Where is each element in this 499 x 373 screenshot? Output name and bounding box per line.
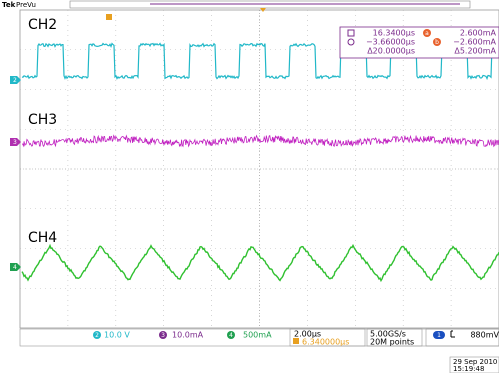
ch2-trace [21,42,499,81]
marker-text: 3 [13,139,17,146]
ch3-badge: 3 [161,332,165,339]
record-bar [69,0,471,9]
ch4-marker: 4 [10,263,21,271]
graticule [20,10,499,328]
trigger-box [425,328,499,347]
trigger-icon [293,338,299,344]
cursor-a: a [425,30,429,37]
ch3-scale: 10.0mA [172,331,204,340]
sample-rate: 5.00GS/s [370,330,406,339]
ch4-scale: 500mA [243,331,272,340]
ch2-badge: 2 [95,332,99,339]
ch3-label: CH3 [28,112,57,128]
ch3-trace [22,134,499,148]
ch4-badge: 4 [229,332,233,339]
ch2-marker: 2 [10,76,21,84]
ch4-badge-bg [227,331,235,339]
cursor-icon [347,29,355,37]
timebase-box [289,328,366,347]
cursor-b-badge [433,38,441,46]
cursor-t2: −3.66000µs [366,38,415,47]
mode: PreVu [16,1,36,9]
trigger-point [106,14,112,20]
ch4-trace [21,243,499,283]
ch2-label: CH2 [28,17,57,33]
ch3-marker: 3 [10,138,21,146]
cursor-di: Δ5.200mA [454,47,496,56]
trig-badge: 1 [437,332,441,339]
acq-box [366,328,423,347]
record-length: 20M points [370,338,414,347]
datetime-box [449,356,499,373]
ch4-label: CH4 [28,230,57,246]
status-bar: 2 10.0 V 3 10.0mA 4 500mA 2.00µs 6.34000… [19,328,499,347]
cursor-readout: 16.3400µs a 2.600mA −3.66000µs b −2.600m… [339,26,499,59]
date: 29 Sep 2010 [453,358,497,366]
cursor-t1: 16.3400µs [373,29,415,38]
cursor-a-badge [423,29,431,37]
cursor-b: b [435,39,439,46]
marker-text: 2 [13,77,17,84]
traces [21,42,499,283]
cursor-i1: 2.600mA [460,29,497,38]
trigger-level: 880mV [470,331,499,340]
brand: Tek [2,1,16,9]
cursor-i2: −2.600mA [453,38,496,47]
cursor-icon [347,38,355,46]
trig-badge-bg [433,331,445,339]
status-frame [19,328,499,347]
slope-icon [450,330,455,338]
marker-text: 4 [13,264,17,271]
readout-box [339,26,499,59]
ch2-scale: 10.0 V [104,331,130,340]
cursor-dt: Δ20.0000µs [367,47,415,56]
trigger-position: 6.340000µs [302,338,349,347]
ch3-badge-bg [159,331,167,339]
time: 15:19:48 [453,365,484,373]
trigger-marker [260,8,266,12]
timebase: 2.00µs [294,330,321,339]
ch2-badge-bg [93,331,101,339]
